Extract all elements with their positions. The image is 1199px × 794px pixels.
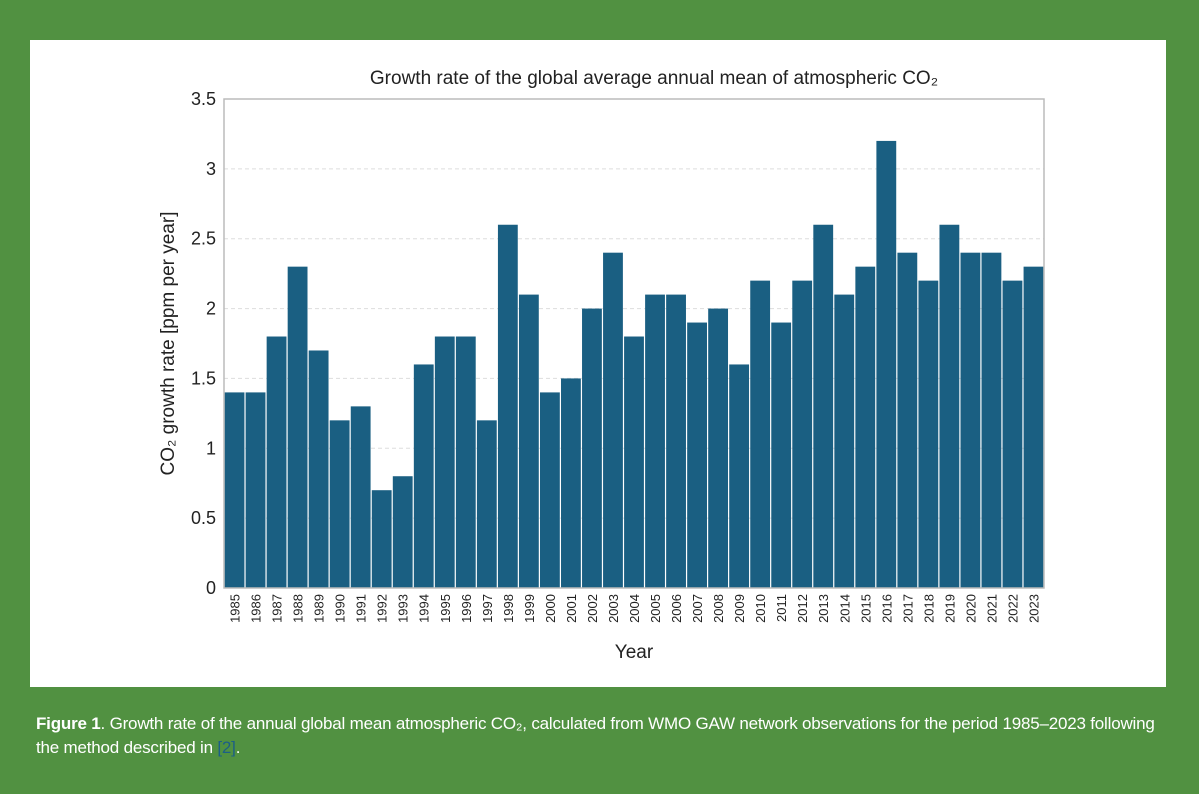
bar-1991 (350, 406, 371, 588)
x-tick-label: 2006 (669, 594, 684, 623)
x-tick-label: 1997 (480, 594, 495, 623)
y-tick-label: 1.5 (191, 368, 216, 388)
caption-label: Figure 1 (36, 714, 101, 733)
bar-1995 (434, 336, 455, 588)
x-tick-label: 2017 (900, 594, 915, 623)
x-tick-label: 2000 (543, 594, 558, 623)
x-tick-label: 1991 (354, 594, 369, 623)
bar-2022 (1002, 280, 1023, 588)
bar-1985 (224, 392, 245, 588)
x-tick-label: 1996 (459, 594, 474, 623)
bar-2016 (876, 140, 897, 588)
bar-1986 (245, 392, 266, 588)
bar-2000 (539, 392, 560, 588)
bar-1988 (287, 266, 308, 588)
bar-1992 (371, 490, 392, 588)
caption-text: . Growth rate of the annual global mean … (36, 714, 1155, 757)
bar-2015 (855, 266, 876, 588)
bar-2012 (792, 280, 813, 588)
x-axis-label: Year (615, 642, 654, 663)
reference-link[interactable]: [2] (217, 738, 236, 757)
x-tick-label: 2005 (648, 594, 663, 623)
x-tick-label: 2002 (585, 594, 600, 623)
bar-1990 (329, 420, 350, 588)
y-tick-label: 3 (206, 159, 216, 179)
x-tick-label: 1985 (228, 594, 243, 623)
bar-2013 (813, 224, 834, 588)
bar-2020 (960, 252, 981, 588)
x-tick-label: 2003 (606, 594, 621, 623)
bar-1998 (497, 224, 518, 588)
x-tick-label: 2008 (711, 594, 726, 623)
bar-1987 (266, 336, 287, 588)
x-tick-label: 1989 (312, 594, 327, 623)
bar-2002 (582, 308, 602, 588)
plot-frame (223, 98, 1045, 589)
x-tick-label: 2018 (921, 594, 936, 623)
bar-1993 (392, 476, 413, 588)
bar-2018 (918, 280, 939, 588)
bar-2017 (897, 252, 918, 588)
x-tick-label: 1994 (417, 594, 432, 623)
x-tick-label: 2011 (774, 594, 789, 622)
x-tick-label: 2009 (732, 594, 747, 623)
x-tick-label: 1990 (333, 594, 348, 623)
x-tick-label: 2010 (753, 594, 768, 623)
x-tick-label: 2016 (879, 594, 894, 623)
bar-2005 (645, 294, 665, 588)
bar-1989 (308, 350, 329, 588)
x-tick-label: 2021 (984, 594, 999, 623)
bar-2004 (624, 336, 644, 588)
x-tick-label: 2014 (837, 594, 852, 623)
caption-end: . (235, 738, 241, 757)
x-tick-label: 1998 (501, 594, 516, 623)
x-tick-label: 2007 (690, 594, 705, 623)
bar-2007 (687, 322, 707, 588)
y-axis-label: CO₂ growth rate [ppm per year] (158, 212, 179, 476)
bar-2003 (603, 252, 623, 588)
y-tick-label: 0.5 (191, 508, 216, 528)
bar-chart: 0 0.5 1 1.5 2 2.5 3 3.5 1985 1986 1987 1988 1989 1990… (158, 68, 1045, 663)
x-tick-label: 2001 (564, 594, 579, 623)
x-tick-label: 1987 (270, 594, 285, 623)
bar-1997 (476, 420, 497, 588)
bar-2001 (561, 378, 581, 588)
x-tick-label: 1988 (291, 594, 306, 623)
y-tick-label: 1 (206, 438, 216, 458)
x-tick-label: 1995 (438, 594, 453, 623)
bar-2009 (729, 364, 750, 588)
bar-2023 (1023, 266, 1044, 588)
bar-1996 (455, 336, 476, 588)
bar-2008 (708, 308, 729, 588)
figure-caption: Figure 1. Growth rate of the annual glob… (36, 712, 1176, 760)
x-tick-label: 2022 (1005, 594, 1020, 623)
x-tick-label: 2013 (816, 594, 831, 623)
x-tick-label: 2004 (627, 594, 642, 623)
chart-title: Growth rate of the global average annual… (370, 68, 938, 89)
bar-2006 (666, 294, 686, 588)
figure-panel: 0 0.5 1 1.5 2 2.5 3 3.5 1985 1986 1987 1988 1989 1990… (30, 40, 1166, 687)
bar-1994 (413, 364, 434, 588)
bar-2021 (981, 252, 1002, 588)
x-tick-label: 1993 (396, 594, 411, 623)
x-tick-label: 2019 (942, 594, 957, 623)
y-tick-label: 2 (206, 299, 216, 319)
x-tick-label: 2023 (1026, 594, 1041, 623)
bar-1999 (518, 294, 539, 588)
y-tick-label: 3.5 (191, 89, 216, 109)
x-tick-label: 2020 (963, 594, 978, 623)
bar-2019 (939, 224, 960, 588)
y-tick-label: 2.5 (191, 229, 216, 249)
x-tick-label: 1999 (522, 594, 537, 623)
bar-2014 (834, 294, 855, 588)
y-tick-label: 0 (206, 578, 216, 598)
x-tick-label: 1986 (249, 594, 264, 623)
x-tick-label: 2012 (795, 594, 810, 623)
bar-2010 (750, 280, 771, 588)
x-tick-label: 2015 (858, 594, 873, 623)
x-tick-label: 1992 (375, 594, 390, 623)
bar-2011 (771, 322, 792, 588)
